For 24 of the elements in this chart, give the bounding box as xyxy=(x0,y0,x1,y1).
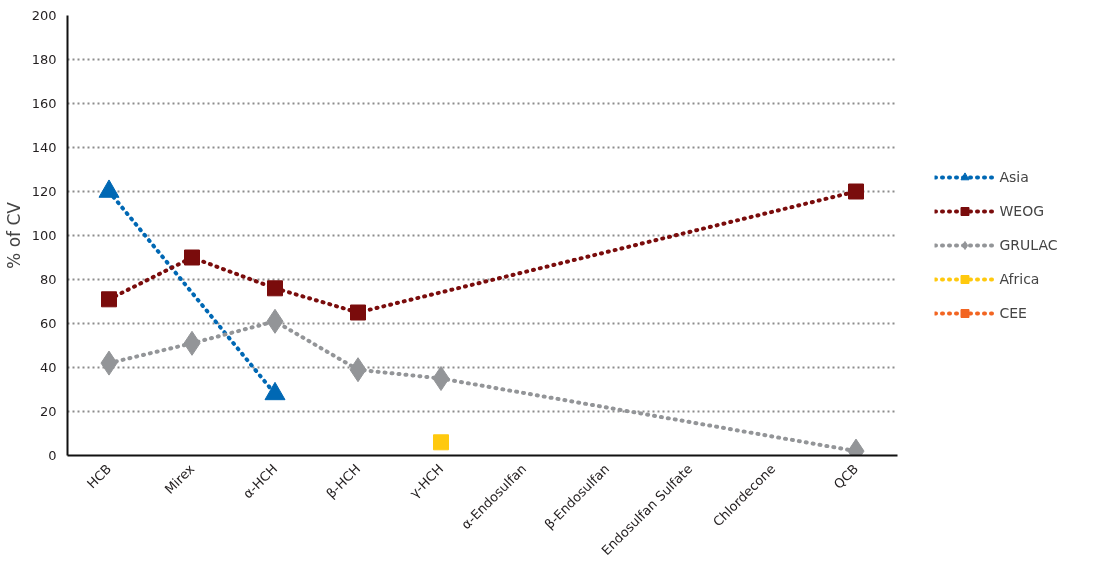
y-axis-title: % of CV xyxy=(3,201,24,269)
legend-label: Asia xyxy=(999,169,1030,185)
point xyxy=(432,366,450,391)
y-tick-label: 160 xyxy=(31,96,57,111)
legend-label: CEE xyxy=(999,305,1028,321)
y-tick-label: 0 xyxy=(48,448,57,463)
point xyxy=(848,183,864,200)
legend-label: GRULAC xyxy=(999,237,1059,253)
y-tick-label: 20 xyxy=(39,404,57,419)
point xyxy=(433,434,449,451)
y-tick-label: 120 xyxy=(31,184,57,199)
point xyxy=(101,291,117,308)
y-tick-label: 200 xyxy=(31,8,57,23)
y-tick-label: 180 xyxy=(31,52,57,67)
y-tick-label: 80 xyxy=(39,272,57,287)
y-tick-label: 100 xyxy=(31,228,57,243)
y-tick-label: 140 xyxy=(31,140,57,155)
y-tick-label: 60 xyxy=(39,316,57,331)
point xyxy=(350,304,366,321)
legend-label: WEOG xyxy=(999,203,1046,219)
point xyxy=(267,280,283,297)
y-tick-label: 40 xyxy=(39,360,57,375)
legend-label: Africa xyxy=(999,271,1041,287)
point xyxy=(184,249,200,266)
